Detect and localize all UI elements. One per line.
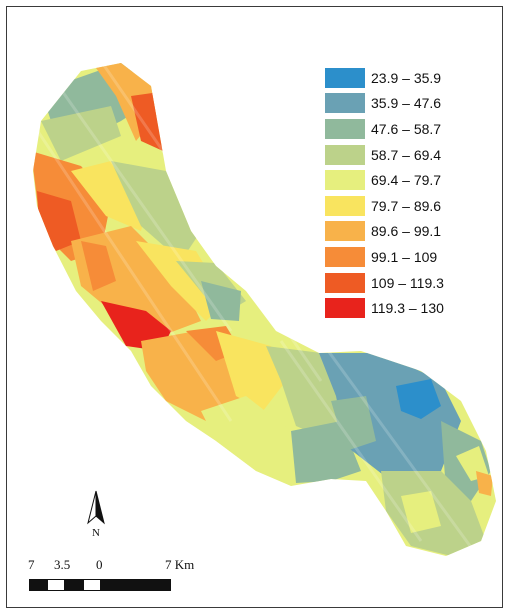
legend: 23.9 – 35.9 35.9 – 47.6 47.6 – 58.7 58.7… [325,65,444,321]
legend-item: 99.1 – 109 [325,244,444,270]
scale-label: 7 [28,557,35,572]
legend-swatch [325,67,365,88]
legend-label: 69.4 – 79.7 [371,172,442,189]
scale-label: 0 [96,557,103,572]
legend-swatch [325,272,365,293]
map-canvas [33,63,496,556]
north-label: N [92,527,100,539]
legend-swatch [325,144,365,165]
legend-item: 79.7 – 89.6 [325,193,444,219]
legend-label: 119.3 – 130 [371,300,444,317]
legend-label: 58.7 – 69.4 [371,146,442,163]
map-frame: 23.9 – 35.9 35.9 – 47.6 47.6 – 58.7 58.7… [6,6,503,608]
scale-segment [101,579,171,591]
legend-label: 109 – 119.3 [371,274,444,291]
legend-swatch [325,195,365,216]
scale-segment [65,579,83,591]
legend-item: 47.6 – 58.7 [325,116,444,142]
legend-label: 47.6 – 58.7 [371,120,442,137]
legend-swatch [325,93,365,114]
legend-item: 69.4 – 79.7 [325,167,444,193]
scale-segment [29,579,47,591]
scale-label: 3.5 [54,557,71,572]
legend-swatch [325,221,365,242]
legend-item: 23.9 – 35.9 [325,65,444,91]
legend-item: 109 – 119.3 [325,270,444,296]
legend-item: 35.9 – 47.6 [325,91,444,117]
legend-swatch [325,118,365,139]
legend-item: 58.7 – 69.4 [325,142,444,168]
legend-swatch [325,298,365,319]
legend-label: 23.9 – 35.9 [371,69,442,86]
legend-item: 119.3 – 130 [325,295,444,321]
scale-segment [83,579,101,591]
legend-swatch [325,246,365,267]
scale-label: 7 Km [165,557,195,572]
legend-item: 89.6 – 99.1 [325,219,444,245]
scale-bar: 7 3.5 0 7 Km [25,557,225,597]
legend-label: 79.7 – 89.6 [371,197,442,214]
legend-label: 35.9 – 47.6 [371,95,442,112]
legend-swatch [325,170,365,191]
legend-label: 89.6 – 99.1 [371,223,442,240]
scale-segment [47,579,65,591]
legend-label: 99.1 – 109 [371,248,438,265]
north-arrow-icon: N [87,490,105,539]
